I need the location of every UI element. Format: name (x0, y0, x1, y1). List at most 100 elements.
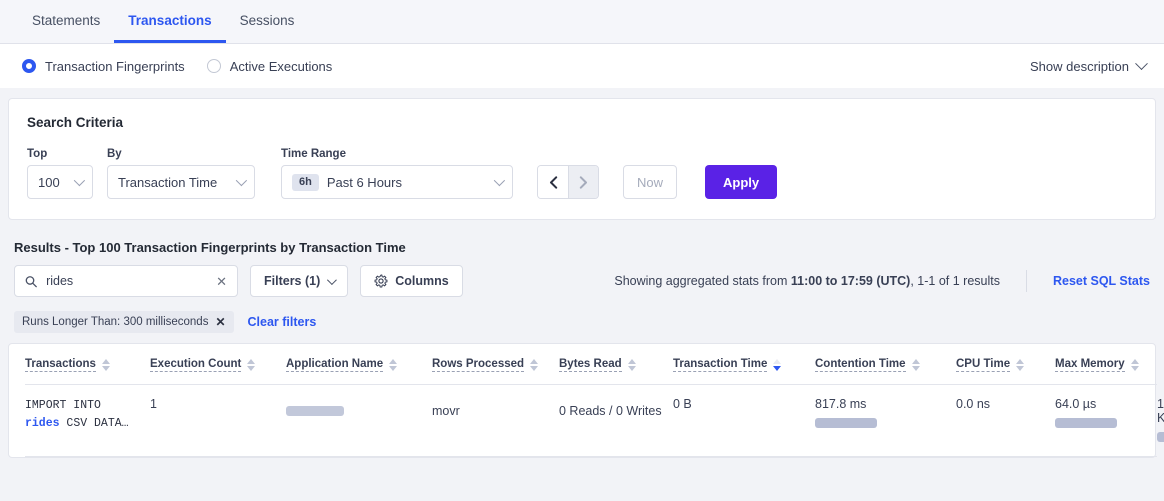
time-range-badge: 6h (292, 173, 319, 191)
column-label: Max Memory (1055, 358, 1125, 372)
time-range-label: Time Range (281, 148, 346, 160)
sort-toggle-active[interactable] (773, 358, 782, 371)
column-header-transaction-time[interactable]: Transaction Time (673, 344, 815, 385)
show-description-label: Show description (1030, 58, 1129, 74)
by-field: By Transaction Time (107, 148, 255, 199)
columns-button[interactable]: Columns (360, 265, 463, 297)
tab-sessions[interactable]: Sessions (239, 12, 295, 28)
now-button[interactable]: Now (623, 165, 677, 199)
cell-application-name: movr (432, 384, 559, 457)
sort-toggle[interactable] (911, 358, 920, 371)
by-label: By (107, 148, 122, 160)
top-field: Top 100 (27, 148, 93, 199)
time-next-button[interactable] (568, 166, 598, 198)
column-header-cpu-time[interactable]: CPU Time (956, 344, 1055, 385)
showing-range: 11:00 to 17:59 (UTC) (790, 274, 911, 288)
view-mode-radio-group: Transaction Fingerprints Active Executio… (22, 59, 332, 74)
time-range-select[interactable]: 6h Past 6 Hours (281, 165, 513, 199)
by-value: Transaction Time (118, 174, 218, 190)
sort-toggle[interactable] (247, 358, 256, 371)
top-value: 100 (38, 174, 60, 190)
column-header-execution-count[interactable]: Execution Count (150, 344, 286, 385)
cpu-time-bar (1055, 418, 1117, 428)
filters-label: Filters (1) (264, 274, 321, 288)
chevron-down-icon (73, 174, 86, 187)
gear-icon (374, 274, 388, 288)
application-name-value: movr (432, 404, 460, 418)
results-toolbar: ✕ Filters (1) Columns Showing aggregated… (8, 265, 1156, 297)
sort-toggle[interactable] (627, 358, 636, 371)
top-label: Top (27, 148, 48, 160)
tab-statements[interactable]: Statements (32, 12, 101, 28)
sql-line-2-rest: CSV DATA… (59, 416, 129, 430)
column-header-bytes-read[interactable]: Bytes Read (559, 344, 673, 385)
cell-transaction-sql[interactable]: IMPORT INTO rides CSV DATA… (25, 384, 150, 457)
results-title: Results - Top 100 Transaction Fingerprin… (14, 240, 406, 255)
column-header-max-memory[interactable]: Max Memory (1055, 344, 1157, 385)
column-header-rows-processed[interactable]: Rows Processed (432, 344, 559, 385)
cell-contention-time: 0.0 ns (956, 384, 1055, 457)
search-box[interactable]: ✕ (14, 265, 238, 297)
filters-button[interactable]: Filters (1) (250, 265, 349, 297)
column-header-contention-time[interactable]: Contention Time (815, 344, 956, 385)
radio-active-executions[interactable]: Active Executions (206, 59, 332, 74)
cell-execution-count-bar (286, 384, 432, 457)
sort-toggle[interactable] (1130, 358, 1139, 371)
radio-transaction-fingerprints[interactable]: Transaction Fingerprints (22, 59, 185, 74)
sort-toggle[interactable] (101, 358, 110, 371)
apply-button[interactable]: Apply (705, 165, 778, 199)
tab-transactions[interactable]: Transactions (114, 0, 226, 43)
close-icon[interactable]: ✕ (215, 315, 226, 329)
active-filters-row: Runs Longer Than: 300 milliseconds ✕ Cle… (8, 297, 1156, 343)
search-criteria-card: Search Criteria Top 100 By Transaction T… (8, 98, 1156, 220)
horizontal-scrollbar[interactable] (0, 457, 1164, 467)
column-label: CPU Time (956, 358, 1011, 372)
radio-unselected-icon (206, 59, 221, 73)
table-row[interactable]: IMPORT INTO rides CSV DATA… 1 movr 0 (25, 384, 1164, 457)
chevron-left-icon (549, 175, 557, 189)
column-header-application-name[interactable]: Application Name (286, 344, 432, 385)
time-range-field: Time Range 6h Past 6 Hours (281, 148, 513, 199)
contention-time-value: 0.0 ns (956, 397, 991, 411)
columns-label: Columns (395, 274, 449, 288)
transaction-time-value: 817.8 ms (815, 397, 867, 411)
chevron-down-icon (235, 174, 248, 187)
reset-sql-stats-link[interactable]: Reset SQL Stats (1052, 274, 1150, 288)
sort-toggle[interactable] (530, 358, 539, 371)
max-memory-bar (1157, 431, 1164, 442)
column-label: Bytes Read (559, 358, 622, 372)
bytes-read-value: 0 B (673, 397, 692, 411)
time-nav-group (537, 165, 599, 199)
time-range-value: Past 6 Hours (326, 174, 402, 190)
sql-line-1: IMPORT INTO (25, 399, 101, 412)
chevron-down-icon (327, 274, 338, 285)
transaction-time-bar (815, 418, 877, 428)
execution-count-value: 1 (150, 397, 157, 411)
chevron-down-icon (1135, 56, 1148, 70)
showing-prefix: Showing aggregated stats from (614, 274, 791, 288)
execution-count-bar (286, 406, 344, 416)
toolbar-divider (1025, 270, 1027, 292)
column-label: Rows Processed (432, 358, 525, 372)
cell-bytes-read: 0 B (673, 384, 815, 457)
by-select[interactable]: Transaction Time (107, 165, 255, 199)
sort-toggle[interactable] (1016, 358, 1025, 371)
table-header-row: Transactions Execution Count Application… (25, 344, 1157, 385)
rows-processed-value: 0 Reads / 0 Writes (559, 404, 662, 418)
show-description-toggle[interactable]: Show description (1030, 56, 1148, 74)
radio-selected-icon (22, 59, 36, 73)
column-label: Transactions (25, 358, 96, 372)
column-label: Contention Time (815, 358, 906, 372)
top-select[interactable]: 100 (27, 165, 93, 199)
sql-snippet[interactable]: IMPORT INTO rides CSV DATA… (25, 397, 150, 433)
filter-chip-label: Runs Longer Than: 300 milliseconds (22, 316, 209, 328)
search-input[interactable] (46, 274, 208, 288)
column-header-transactions[interactable]: Transactions (25, 344, 150, 385)
clear-filters-link[interactable]: Clear filters (247, 315, 317, 329)
time-prev-button[interactable] (538, 166, 568, 198)
column-label: Transaction Time (673, 358, 768, 372)
cpu-time-value: 64.0 µs (1055, 397, 1097, 411)
clear-search-icon[interactable]: ✕ (216, 273, 227, 289)
sort-toggle[interactable] (389, 358, 398, 371)
search-icon (25, 275, 37, 287)
